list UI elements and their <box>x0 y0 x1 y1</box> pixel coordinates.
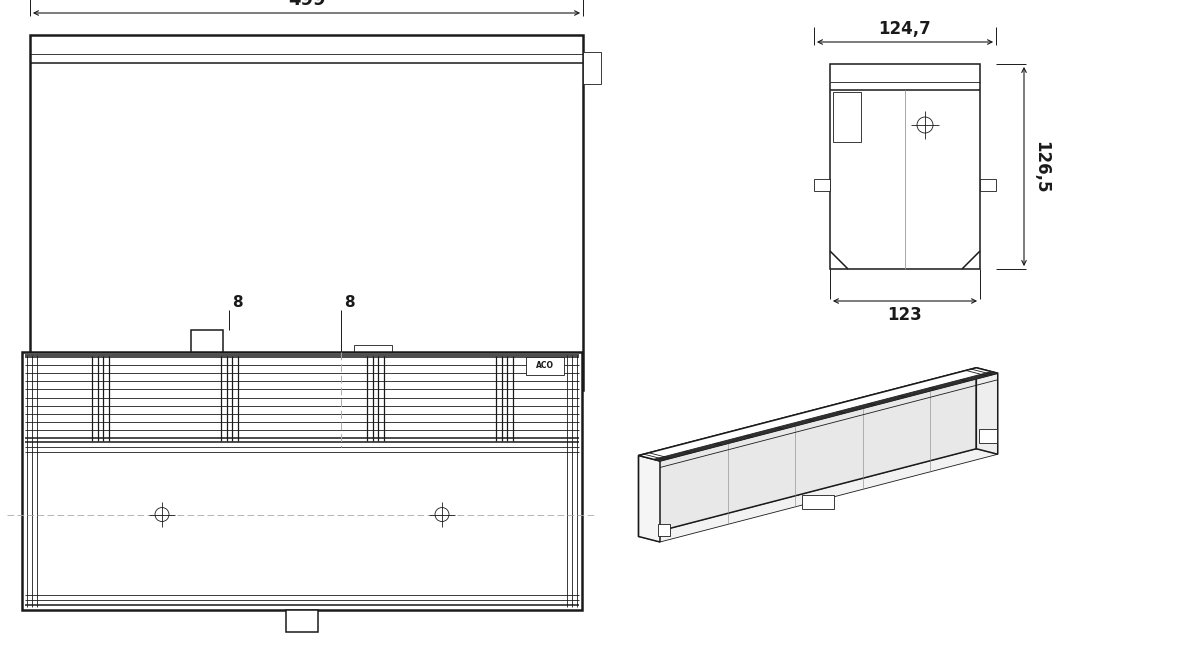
Polygon shape <box>977 368 997 454</box>
Polygon shape <box>638 368 997 461</box>
Bar <box>354 345 392 355</box>
Polygon shape <box>638 455 660 542</box>
Bar <box>22 352 582 610</box>
Bar <box>802 495 834 509</box>
Text: 8: 8 <box>344 295 355 310</box>
Bar <box>980 179 996 191</box>
Text: 8: 8 <box>232 295 242 310</box>
Bar <box>814 179 830 191</box>
Bar <box>30 35 583 390</box>
Bar <box>658 524 670 536</box>
Text: 123: 123 <box>888 306 923 324</box>
Text: ACO: ACO <box>536 361 554 371</box>
Bar <box>979 429 997 443</box>
Bar <box>583 52 601 84</box>
Text: 126,5: 126,5 <box>1032 141 1050 193</box>
Bar <box>833 92 862 142</box>
Bar <box>526 357 564 375</box>
Text: 499: 499 <box>288 0 325 9</box>
Bar <box>286 610 318 632</box>
Bar <box>830 64 980 269</box>
Polygon shape <box>638 368 977 537</box>
Bar <box>191 330 223 352</box>
Polygon shape <box>654 372 997 461</box>
Text: 124,7: 124,7 <box>878 20 931 38</box>
Polygon shape <box>638 449 997 542</box>
